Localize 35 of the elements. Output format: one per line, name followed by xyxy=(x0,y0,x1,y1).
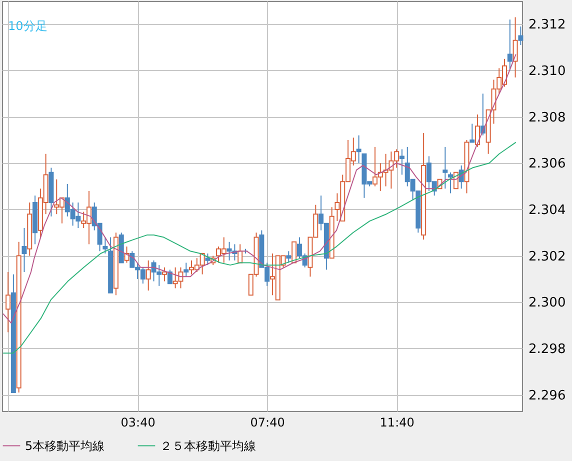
x-tick-label: 07:40 xyxy=(250,416,285,430)
y-tick-label: 2.300 xyxy=(528,296,566,311)
candlestick xyxy=(356,134,362,164)
legend-label: ２５本移動平均線 xyxy=(160,438,256,453)
legend-label: 5本移動平均線 xyxy=(25,438,105,453)
candlestick xyxy=(22,228,27,273)
y-tick-label: 2.312 xyxy=(528,18,566,33)
y-tick-label: 2.308 xyxy=(528,110,566,126)
candlestick xyxy=(205,252,210,266)
y-tick-label: 2.310 xyxy=(528,64,566,79)
candlestick xyxy=(184,262,189,278)
candlestick xyxy=(146,260,151,292)
line-series xyxy=(2,142,516,354)
y-tick-label: 2.302 xyxy=(528,249,566,264)
candlestick xyxy=(470,123,475,143)
y-tick-label: 2.296 xyxy=(528,388,566,404)
text: 10分足 xyxy=(8,19,48,33)
candlestick xyxy=(162,266,168,282)
candlestick xyxy=(448,172,454,194)
candlestick xyxy=(442,146,448,190)
candlestick xyxy=(102,236,108,254)
y-tick-label: 2.306 xyxy=(528,156,566,172)
candlestick xyxy=(124,246,130,264)
y-tick-label: 2.304 xyxy=(528,202,566,218)
candlestick xyxy=(167,269,172,284)
x-tick-label: 11:40 xyxy=(380,416,414,430)
y-tick-label: 2.298 xyxy=(528,342,566,357)
candlestick xyxy=(475,114,480,148)
x-tick-label: 03:40 xyxy=(120,416,156,430)
candlestick xyxy=(518,26,524,46)
candlestick xyxy=(507,19,512,71)
candlestick xyxy=(286,250,292,264)
candlestick xyxy=(399,148,404,176)
candlestick xyxy=(6,272,11,333)
candlestick xyxy=(512,16,518,78)
